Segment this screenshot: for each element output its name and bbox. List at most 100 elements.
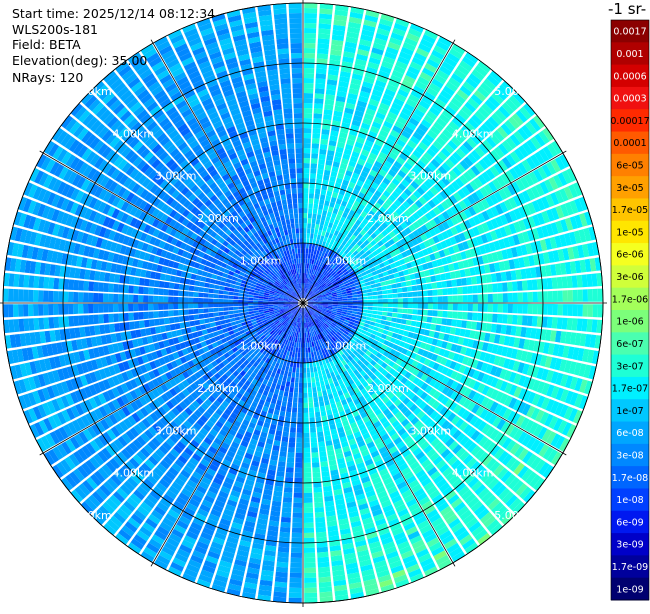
ppi-cell bbox=[310, 427, 316, 433]
ppi-cell bbox=[423, 202, 432, 212]
ppi-cell bbox=[303, 243, 306, 249]
ppi-cell bbox=[360, 283, 366, 288]
ppi-cell bbox=[445, 255, 453, 264]
ppi-cell bbox=[304, 332, 307, 338]
ppi-cell bbox=[308, 284, 312, 290]
ppi-cell bbox=[371, 121, 382, 130]
ppi-cell bbox=[370, 257, 377, 263]
ppi-cell bbox=[434, 154, 444, 165]
ppi-cell bbox=[287, 396, 293, 403]
ppi-cell bbox=[472, 226, 481, 236]
ppi-cell bbox=[316, 271, 321, 277]
ppi-cell bbox=[392, 27, 406, 37]
ppi-cell bbox=[300, 357, 303, 363]
ppi-cell bbox=[455, 148, 466, 159]
ppi-cell bbox=[498, 238, 506, 250]
ppi-cell bbox=[411, 203, 420, 212]
ppi-cell bbox=[277, 394, 283, 401]
ppi-cell bbox=[335, 177, 343, 184]
ppi-cell bbox=[307, 289, 310, 295]
ppi-cell bbox=[413, 190, 422, 199]
ppi-cell bbox=[597, 288, 603, 302]
ppi-cell bbox=[339, 205, 346, 212]
ppi-cell bbox=[280, 369, 285, 376]
ppi-cell bbox=[303, 198, 309, 204]
ppi-cell bbox=[412, 149, 422, 159]
ppi-cell bbox=[318, 153, 326, 160]
ppi-cell bbox=[381, 125, 391, 134]
ppi-cell bbox=[292, 512, 303, 518]
ppi-cell bbox=[354, 141, 364, 149]
ppi-cell bbox=[517, 127, 529, 141]
ppi-cell bbox=[315, 516, 326, 523]
ppi-cell bbox=[303, 293, 305, 299]
ppi-cell bbox=[515, 178, 526, 191]
ppi-cell bbox=[458, 232, 467, 242]
ppi-cell bbox=[317, 556, 330, 563]
ppi-cell bbox=[491, 92, 504, 105]
ppi-cell bbox=[487, 313, 493, 323]
ppi-cell bbox=[366, 190, 374, 198]
ppi-cell bbox=[436, 233, 445, 242]
ppi-cell bbox=[306, 362, 310, 368]
ppi-cell bbox=[355, 163, 364, 171]
ppi-cell bbox=[349, 262, 356, 268]
ppi-cell bbox=[563, 186, 574, 200]
ppi-cell bbox=[339, 163, 348, 170]
ppi-cell bbox=[453, 192, 462, 202]
ppi-cell bbox=[307, 299, 313, 302]
ppi-cell bbox=[412, 291, 418, 297]
ppi-cell bbox=[355, 253, 362, 259]
ppi-cell bbox=[327, 274, 333, 280]
ppi-cell bbox=[342, 211, 348, 219]
ppi-cell bbox=[306, 296, 311, 300]
ppi-cell bbox=[312, 133, 321, 139]
ppi-cell bbox=[560, 219, 569, 232]
ppi-cell bbox=[437, 151, 448, 161]
ppi-cell bbox=[484, 119, 496, 132]
ppi-cell bbox=[277, 466, 286, 472]
ppi-cell bbox=[323, 258, 328, 264]
ppi-cell bbox=[322, 284, 328, 289]
ppi-cell bbox=[344, 107, 354, 115]
ppi-cell bbox=[513, 208, 522, 220]
ppi-cell bbox=[307, 258, 310, 264]
ppi-cell bbox=[378, 251, 386, 258]
ppi-cell bbox=[418, 123, 429, 133]
ppi-cell bbox=[368, 98, 380, 107]
ppi-cell bbox=[337, 280, 343, 285]
ppi-cell bbox=[342, 305, 348, 308]
ppi-cell bbox=[469, 180, 479, 191]
ppi-cell bbox=[303, 422, 309, 428]
ppi-cell bbox=[452, 287, 458, 295]
ppi-cell bbox=[436, 203, 446, 213]
ppi-cell bbox=[527, 303, 533, 315]
ppi-cell bbox=[427, 176, 437, 186]
ppi-cell bbox=[335, 4, 349, 12]
ppi-cell bbox=[372, 303, 378, 307]
ppi-cell bbox=[392, 235, 400, 243]
ppi-cell bbox=[303, 362, 307, 368]
ppi-cell bbox=[304, 38, 316, 44]
ppi-cell bbox=[352, 294, 358, 298]
ppi-cell bbox=[275, 404, 281, 411]
ppi-cell bbox=[362, 24, 376, 33]
ppi-cell bbox=[489, 193, 499, 205]
ppi-cell bbox=[391, 147, 401, 156]
ppi-cell bbox=[275, 430, 283, 437]
ppi-cell bbox=[353, 200, 361, 208]
ppi-cell bbox=[306, 233, 310, 239]
ppi-cell bbox=[341, 246, 347, 253]
ppi-cell bbox=[421, 137, 432, 147]
ppi-cell bbox=[303, 427, 310, 433]
ppi-cell bbox=[387, 294, 393, 299]
ppi-cell bbox=[501, 156, 513, 169]
ppi-cell bbox=[303, 218, 308, 224]
ppi-cell bbox=[296, 427, 303, 433]
ppi-cell bbox=[384, 218, 392, 226]
ppi-cell bbox=[317, 38, 330, 45]
ppi-cell bbox=[347, 300, 353, 303]
ppi-cell bbox=[402, 42, 416, 52]
ppi-cell bbox=[293, 392, 298, 398]
ppi-cell bbox=[466, 277, 472, 286]
